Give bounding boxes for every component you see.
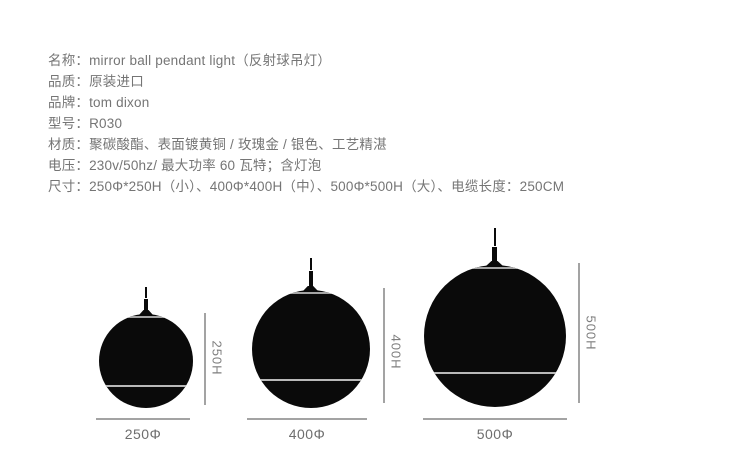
height-dim-line [383,288,385,403]
height-dim-line [204,313,206,405]
diameter-dim-line [247,418,367,420]
spec-name: 名称：mirror ball pendant light（反射球吊灯） [48,53,332,68]
spec-voltage: 电压：230v/50hz/ 最大功率 60 瓦特；含灯泡 [48,158,322,173]
sphere-top-highlight [99,316,193,318]
spec-model: 型号：R030 [48,116,123,131]
sphere-bottom-seam [99,384,193,387]
stem-collar [486,261,503,266]
spec-list: 名称：mirror ball pendant light（反射球吊灯） 品质：原… [48,50,564,197]
stem-rod [309,271,313,291]
height-dim-line [578,263,580,403]
sphere-body [424,265,566,407]
sphere-bottom-seam [424,371,566,374]
stem-wire [145,287,147,298]
height-dim-label: 400H [388,334,404,370]
stem-rod [144,299,148,315]
stem-wire [310,258,312,270]
stem-wire [494,228,496,246]
stem-collar [139,310,153,315]
height-dim-label: 250H [209,340,225,376]
sphere-body [99,314,193,408]
sphere-top-highlight [252,292,370,294]
spec-material: 材质：聚碳酸酯、表面镀黄铜 / 玫瑰金 / 银色、工艺精湛 [48,137,387,152]
spec-size: 尺寸：250Φ*250H（小）、400Φ*400H（中）、500Φ*500H（大… [48,179,565,194]
stem-rod [492,247,497,266]
spec-quality: 品质：原装进口 [48,74,144,89]
stem-collar [303,286,318,291]
diameter-dim-line [423,418,567,420]
diameter-dim-label: 500Φ [476,426,514,442]
sphere-bottom-seam [252,378,370,381]
diameter-dim-line [96,418,190,420]
diameter-dim-label: 400Φ [288,426,326,442]
sphere-top-highlight [424,267,566,269]
spec-brand: 品牌：tom dixon [48,95,150,110]
sphere-body [252,290,370,408]
diameter-dim-label: 250Φ [124,426,162,442]
height-dim-label: 500H [583,315,599,351]
